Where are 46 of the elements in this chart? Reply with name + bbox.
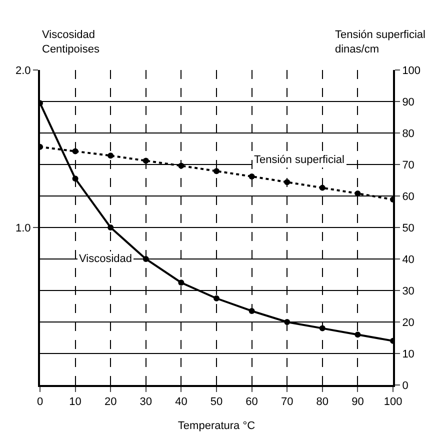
x-tick-label: 60 [246, 396, 258, 408]
y2-tick-label: 10 [402, 348, 414, 360]
point [178, 162, 184, 169]
y2-tick-label: 100 [402, 64, 421, 77]
y-tick-label: 1.0 [16, 222, 31, 234]
point [108, 152, 114, 159]
point [354, 332, 361, 338]
point [248, 173, 255, 180]
x-tick-label: 80 [316, 396, 329, 408]
y2-tick-label: 40 [402, 254, 414, 266]
point [284, 179, 290, 186]
y-tick-label: 2.0 [16, 64, 31, 77]
x-tick-label: 70 [280, 396, 294, 408]
y2-tick-label: 50 [402, 222, 414, 234]
x-tick-label: 20 [104, 396, 117, 408]
point [214, 295, 220, 302]
y2-tick-label: 0 [402, 380, 408, 392]
x-tick-label: 40 [175, 396, 188, 408]
series-label: Tensión superficial [254, 154, 344, 166]
y2-tick-label: 20 [402, 316, 414, 329]
y2-tick-label: 60 [402, 190, 414, 203]
point [248, 308, 255, 314]
series-label: Viscosidad [79, 253, 132, 265]
x-tick-label: 30 [140, 396, 152, 408]
point [214, 168, 220, 174]
point [142, 158, 149, 164]
point [72, 176, 78, 182]
x-tick-label: 0 [36, 396, 44, 408]
point [108, 224, 114, 230]
y2-tick-label: 90 [402, 96, 414, 108]
y-axis-title: Viscosidad Centipoises [42, 29, 100, 56]
point [178, 280, 184, 286]
point [142, 256, 149, 262]
point [319, 325, 326, 332]
point [284, 319, 290, 325]
x-tick-label: 10 [69, 396, 82, 408]
y2-tick-label: 80 [402, 128, 414, 140]
y2-tick-label: 70 [402, 159, 414, 172]
point [319, 184, 326, 191]
y2-axis-title: Tensión superficial dinas/cm [335, 29, 426, 56]
x-tick-label: 100 [384, 396, 402, 408]
x-tick-label: 90 [352, 396, 364, 408]
y2-tick-label: 30 [402, 285, 414, 298]
x-tick-label: 50 [210, 396, 223, 408]
point [72, 148, 78, 154]
x-axis-title: Temperatura °C [178, 420, 256, 432]
